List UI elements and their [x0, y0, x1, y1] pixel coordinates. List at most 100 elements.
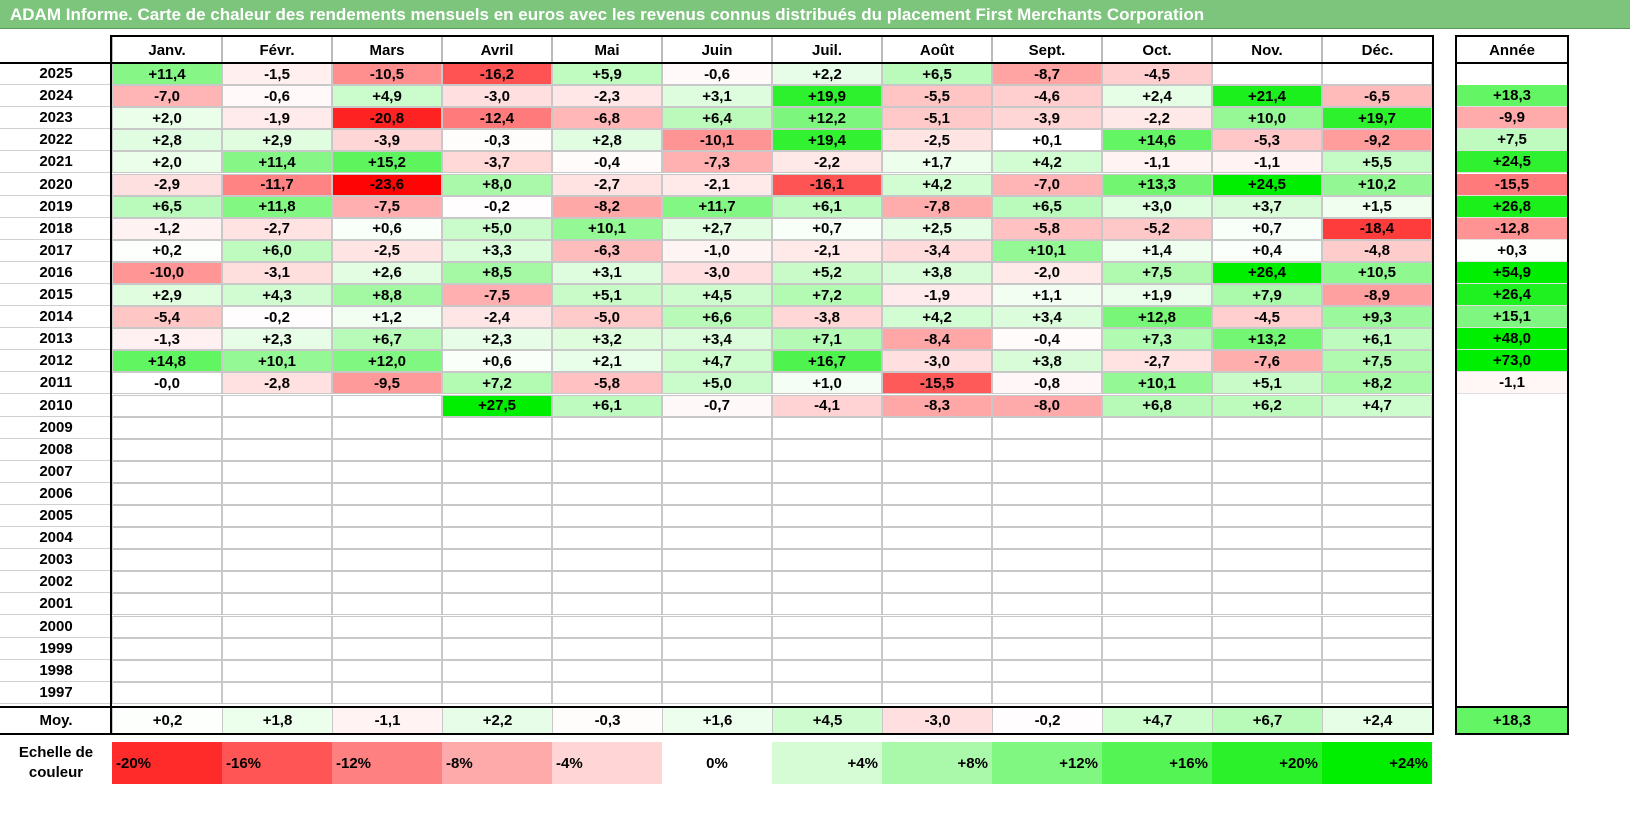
- heatmap-cell: -5,0: [552, 306, 662, 329]
- row-year-label: 2002: [0, 571, 112, 594]
- heatmap-cell: +5,0: [662, 372, 772, 395]
- heatmap-cell: [112, 681, 222, 704]
- annual-cell: -1,1: [1457, 372, 1567, 395]
- scale-swatch: 0%: [662, 742, 772, 784]
- average-label: Moy.: [0, 708, 112, 733]
- heatmap-cell: [662, 615, 772, 638]
- heatmap-cell: +10,0: [1212, 107, 1322, 130]
- heatmap-cell: +2,3: [222, 328, 332, 351]
- heatmap-cell: [1322, 438, 1432, 461]
- heatmap-cell: [662, 637, 772, 660]
- heatmap-cell: [1212, 681, 1322, 704]
- heatmap-cell: +7,5: [1102, 261, 1212, 284]
- heatmap-cell: +5,0: [442, 217, 552, 240]
- heatmap-cell: [1102, 482, 1212, 505]
- heatmap-cell: [332, 416, 442, 439]
- heatmap-cell: +2,5: [882, 217, 992, 240]
- heatmap-cell: [1212, 505, 1322, 528]
- scale-swatch: -4%: [552, 742, 662, 784]
- heatmap-cell: [442, 593, 552, 616]
- heatmap-cell: [1102, 681, 1212, 704]
- heatmap-cell: [112, 527, 222, 550]
- heatmap-cell: [662, 659, 772, 682]
- row-year-label: 2024: [0, 85, 112, 108]
- heatmap-cell: +2,4: [1102, 85, 1212, 108]
- heatmap-cell: -7,5: [442, 284, 552, 307]
- heatmap-cell: [772, 438, 882, 461]
- heatmap-cell: [992, 571, 1102, 594]
- heatmap-cell: [882, 416, 992, 439]
- heatmap-cell: +3,3: [442, 239, 552, 262]
- heatmap-cell: +0,7: [1212, 217, 1322, 240]
- heatmap-cell: -20,8: [332, 107, 442, 130]
- heatmap-cell: [662, 505, 772, 528]
- heatmap-cell: [112, 571, 222, 594]
- row-year-label: 2005: [0, 505, 112, 528]
- heatmap-cell: [442, 681, 552, 704]
- heatmap-cell: [332, 505, 442, 528]
- row-year-label: 2016: [0, 261, 112, 284]
- row-year-label: 2001: [0, 593, 112, 616]
- heatmap-cell: +6,5: [112, 195, 222, 218]
- heatmap-cell: -0,7: [662, 394, 772, 417]
- heatmap-cell: -5,8: [992, 217, 1102, 240]
- heatmap-cell: +2,2: [772, 63, 882, 86]
- row-year-label: 2017: [0, 239, 112, 262]
- heatmap-cell: [552, 593, 662, 616]
- heatmap-cell: -18,4: [1322, 217, 1432, 240]
- heatmap-cell: [992, 416, 1102, 439]
- heatmap-cell: +2,6: [332, 261, 442, 284]
- row-year-label: 2003: [0, 549, 112, 572]
- scale-swatch: +24%: [1322, 742, 1432, 784]
- heatmap-cell: +2,8: [552, 129, 662, 152]
- heatmap-cell: [1212, 63, 1322, 86]
- row-year-label: 2012: [0, 350, 112, 373]
- annual-cell: [1457, 460, 1567, 483]
- heatmap-cell: -2,0: [992, 261, 1102, 284]
- heatmap-cell: [1212, 571, 1322, 594]
- heatmap-cell: -2,3: [552, 85, 662, 108]
- average-topline: [0, 706, 1434, 708]
- heatmap-cell: [1322, 593, 1432, 616]
- heatmap-cell: +11,4: [222, 151, 332, 174]
- heatmap-cell: -4,5: [1212, 306, 1322, 329]
- annual-cell: [1457, 549, 1567, 572]
- heatmap-cell: +0,7: [772, 217, 882, 240]
- heatmap-cell: -0,4: [552, 151, 662, 174]
- heatmap-cell: [882, 549, 992, 572]
- heatmap-cell: +2,3: [442, 328, 552, 351]
- row-year-label: 2014: [0, 306, 112, 329]
- heatmap-cell: [552, 505, 662, 528]
- scale-swatch: +20%: [1212, 742, 1322, 784]
- heatmap-cell: +6,6: [662, 306, 772, 329]
- heatmap-cell: [992, 527, 1102, 550]
- heatmap-cell: +5,1: [1212, 372, 1322, 395]
- heatmap-cell: [332, 681, 442, 704]
- heatmap-cell: +5,9: [552, 63, 662, 86]
- heatmap-cell: +3,1: [552, 261, 662, 284]
- heatmap-cell: +0,6: [332, 217, 442, 240]
- heatmap-cell: [1102, 438, 1212, 461]
- heatmap-cell: +10,5: [1322, 261, 1432, 284]
- heatmap-cell: [1212, 637, 1322, 660]
- heatmap-cell: [1322, 681, 1432, 704]
- heatmap-cell: [222, 482, 332, 505]
- average-cell: +4,5: [772, 708, 882, 733]
- heatmap-cell: [772, 637, 882, 660]
- heatmap-cell: -0,4: [992, 328, 1102, 351]
- heatmap-cell: -3,0: [442, 85, 552, 108]
- heatmap-cell: +27,5: [442, 394, 552, 417]
- heatmap-cell: +19,4: [772, 129, 882, 152]
- heatmap-cell: [882, 593, 992, 616]
- heatmap-cell: [1102, 460, 1212, 483]
- row-year-label: 1997: [0, 681, 112, 704]
- heatmap-cell: -15,5: [882, 372, 992, 395]
- year-header-underline: [1455, 62, 1569, 64]
- row-year-label: 2018: [0, 217, 112, 240]
- heatmap-cell: +4,2: [882, 173, 992, 196]
- heatmap-cell: [1102, 571, 1212, 594]
- month-header: Juil.: [772, 37, 882, 63]
- heatmap-cell: +19,9: [772, 85, 882, 108]
- row-year-label: 1998: [0, 659, 112, 682]
